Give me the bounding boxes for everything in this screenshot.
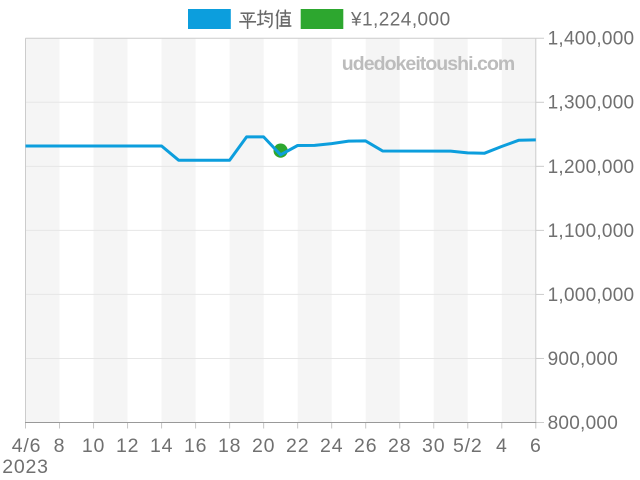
svg-text:14: 14 bbox=[150, 435, 173, 457]
svg-text:12: 12 bbox=[116, 435, 139, 457]
svg-text:10: 10 bbox=[82, 435, 105, 457]
svg-text:30: 30 bbox=[422, 435, 445, 457]
svg-text:18: 18 bbox=[218, 435, 241, 457]
svg-text:udedokeitoushi.com: udedokeitoushi.com bbox=[342, 53, 515, 75]
svg-text:1,400,000: 1,400,000 bbox=[548, 29, 635, 50]
svg-text:24: 24 bbox=[320, 435, 343, 457]
svg-text:16: 16 bbox=[184, 435, 207, 457]
svg-text:900,000: 900,000 bbox=[548, 349, 618, 370]
svg-text:800,000: 800,000 bbox=[548, 413, 618, 434]
svg-text:1,200,000: 1,200,000 bbox=[548, 157, 635, 178]
svg-text:4: 4 bbox=[496, 435, 508, 457]
svg-text:¥1,224,000: ¥1,224,000 bbox=[350, 10, 451, 31]
svg-text:20: 20 bbox=[252, 435, 275, 457]
svg-text:1,300,000: 1,300,000 bbox=[548, 93, 635, 114]
svg-text:26: 26 bbox=[354, 435, 377, 457]
svg-text:1,100,000: 1,100,000 bbox=[548, 221, 635, 242]
svg-text:1,000,000: 1,000,000 bbox=[548, 285, 635, 306]
svg-text:22: 22 bbox=[286, 435, 309, 457]
svg-text:2023: 2023 bbox=[2, 456, 49, 478]
svg-text:4/6: 4/6 bbox=[12, 435, 42, 457]
svg-text:8: 8 bbox=[54, 435, 66, 457]
svg-text:28: 28 bbox=[388, 435, 411, 457]
svg-text:6: 6 bbox=[530, 435, 542, 457]
svg-text:5/2: 5/2 bbox=[453, 435, 483, 457]
